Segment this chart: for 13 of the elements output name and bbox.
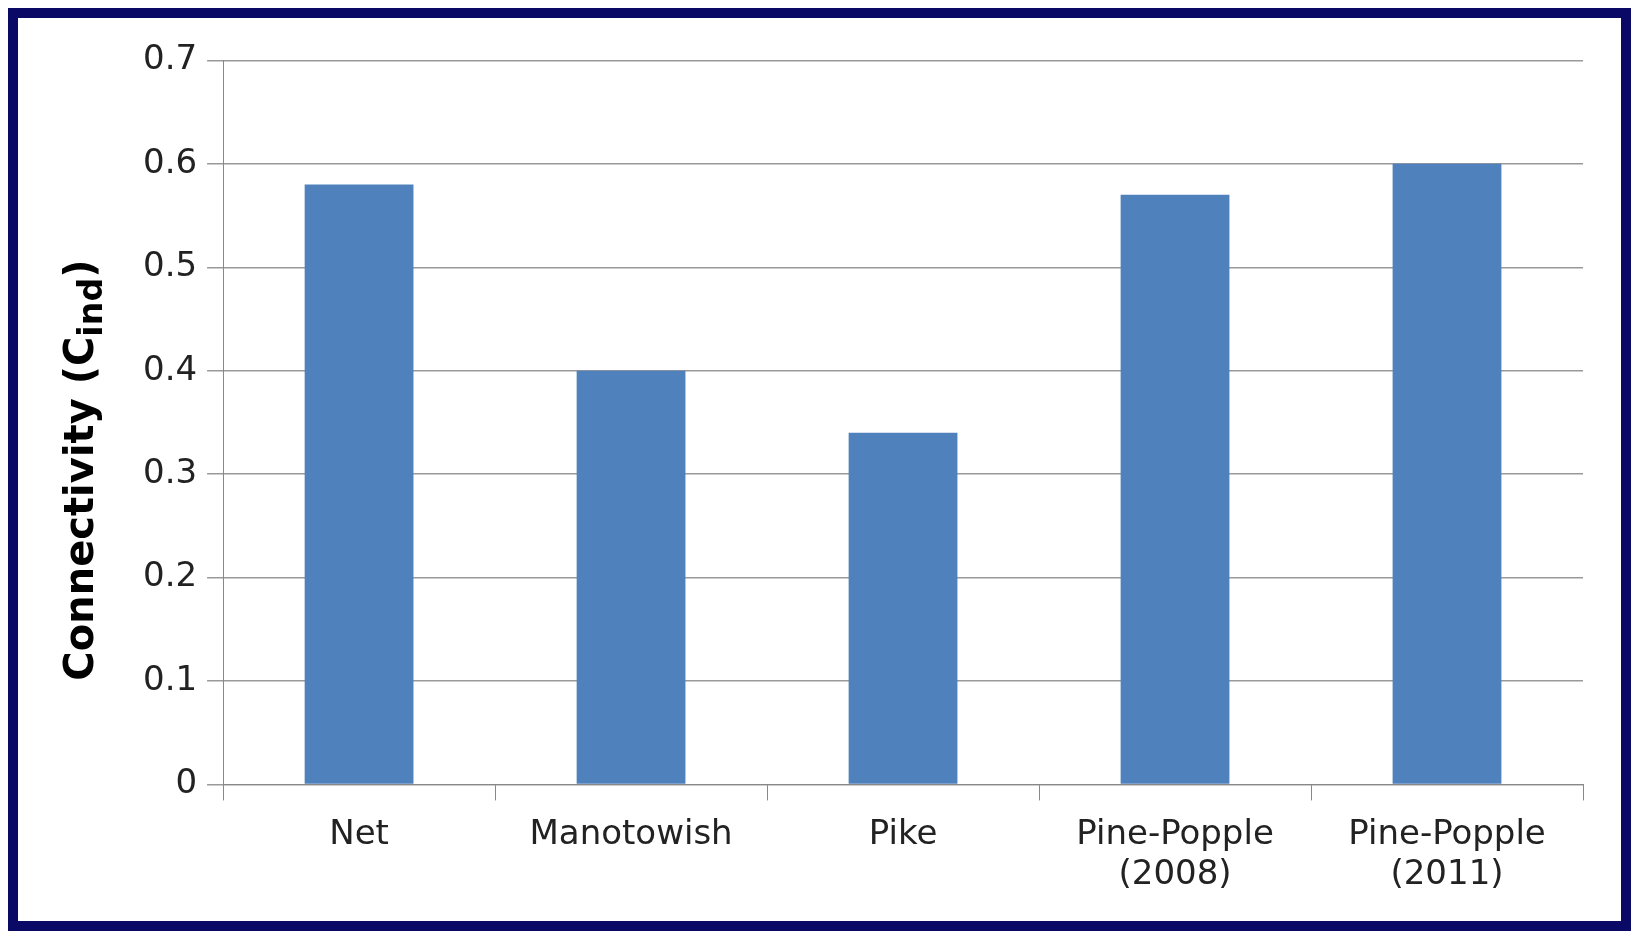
y-tick-label: 0.3 <box>142 450 198 491</box>
y-tick-label: 0 <box>175 761 198 802</box>
x-tick-label: Net <box>329 811 389 852</box>
x-tick-label: Pike <box>868 811 938 852</box>
y-tick-label: 0.6 <box>142 140 198 181</box>
y-tick-label: 0.2 <box>142 554 198 595</box>
x-tick-label: Manotowish <box>529 811 733 852</box>
y-tick-label: 0.4 <box>142 347 198 388</box>
x-tick-label: Pine-Popple (2011) <box>1348 811 1546 893</box>
y-tick-label: 0.1 <box>142 657 198 698</box>
y-tick-label: 0.5 <box>142 244 198 285</box>
x-tick-label: Pine-Popple (2008) <box>1076 811 1274 893</box>
y-tick-label: 0.7 <box>142 37 198 78</box>
